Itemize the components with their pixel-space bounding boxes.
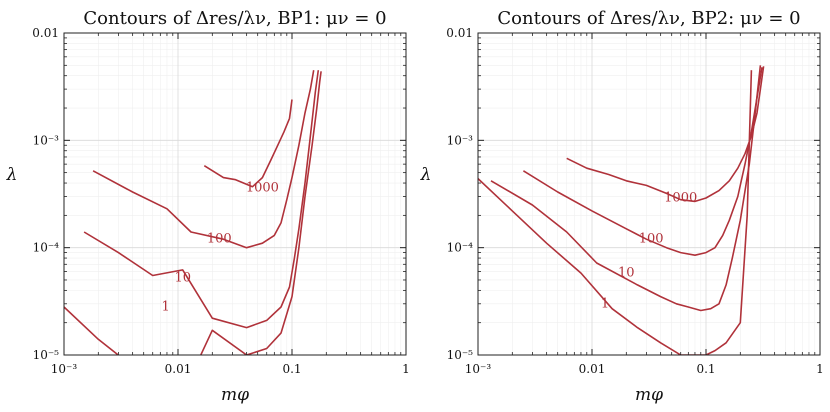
chart-title: Contours of Δres/λν, BP1: μν = 0 — [83, 8, 386, 29]
x-tick-label: 1 — [816, 362, 824, 376]
x-tick-label: 10⁻³ — [51, 362, 78, 376]
y-tick-label: 0.01 — [446, 26, 473, 40]
plot-frame — [477, 32, 821, 356]
contour-line-10 — [83, 70, 320, 329]
contour-label-1000: 1000 — [246, 180, 279, 195]
y-tick-label: 10⁻³ — [447, 133, 474, 147]
y-tick-label: 10⁻³ — [33, 133, 60, 147]
x-tick-label: 0.1 — [696, 362, 715, 376]
x-axis-label: mφ — [635, 385, 663, 405]
y-axis-label: λ — [6, 165, 18, 185]
y-axis-label: λ — [420, 165, 432, 185]
contour-label-100: 100 — [639, 232, 664, 247]
contour-label-100: 100 — [207, 232, 232, 247]
contour-line-1000 — [566, 66, 765, 203]
y-tick-label: 10⁻⁵ — [447, 348, 474, 362]
x-tick-label: 0.1 — [282, 362, 301, 376]
plot-frame — [63, 32, 407, 356]
contour-line-10 — [490, 65, 762, 312]
contour-line-1 — [64, 71, 322, 355]
x-tick-label: 10⁻³ — [465, 362, 492, 376]
y-tick-label: 0.01 — [32, 26, 59, 40]
y-tick-label: 10⁻⁴ — [447, 241, 474, 255]
y-tick-label: 10⁻⁴ — [33, 241, 60, 255]
contour-line-100 — [92, 70, 315, 249]
chart-panel-2: 1 10 100 1000 10⁻³ 0.01 0.1 1 10⁻⁵ 10⁻⁴ 10⁻³ 0.01 Co… — [420, 8, 824, 405]
y-tick-label: 10⁻⁵ — [33, 348, 60, 362]
contour-label-1: 1 — [601, 296, 609, 311]
contour-label-1000: 1000 — [664, 191, 697, 206]
x-tick-label: 1 — [402, 362, 410, 376]
contour-label-10: 10 — [174, 271, 191, 286]
contour-label-1: 1 — [162, 300, 170, 315]
chart-title: Contours of Δres/λν, BP2: μν = 0 — [497, 8, 800, 29]
x-axis-label: mφ — [221, 385, 249, 405]
contour-label-10: 10 — [618, 266, 635, 281]
x-tick-label: 0.01 — [165, 362, 192, 376]
contour-line-1000 — [203, 99, 293, 188]
contour-line-1 — [478, 70, 753, 355]
x-tick-label: 0.01 — [579, 362, 606, 376]
chart-panel-1: 1 10 100 1000 10⁻³ 0.01 0.1 1 10⁻⁵ 10⁻⁴ 10⁻³ 0.01 Co… — [6, 8, 410, 405]
contour-line-100 — [522, 67, 763, 256]
